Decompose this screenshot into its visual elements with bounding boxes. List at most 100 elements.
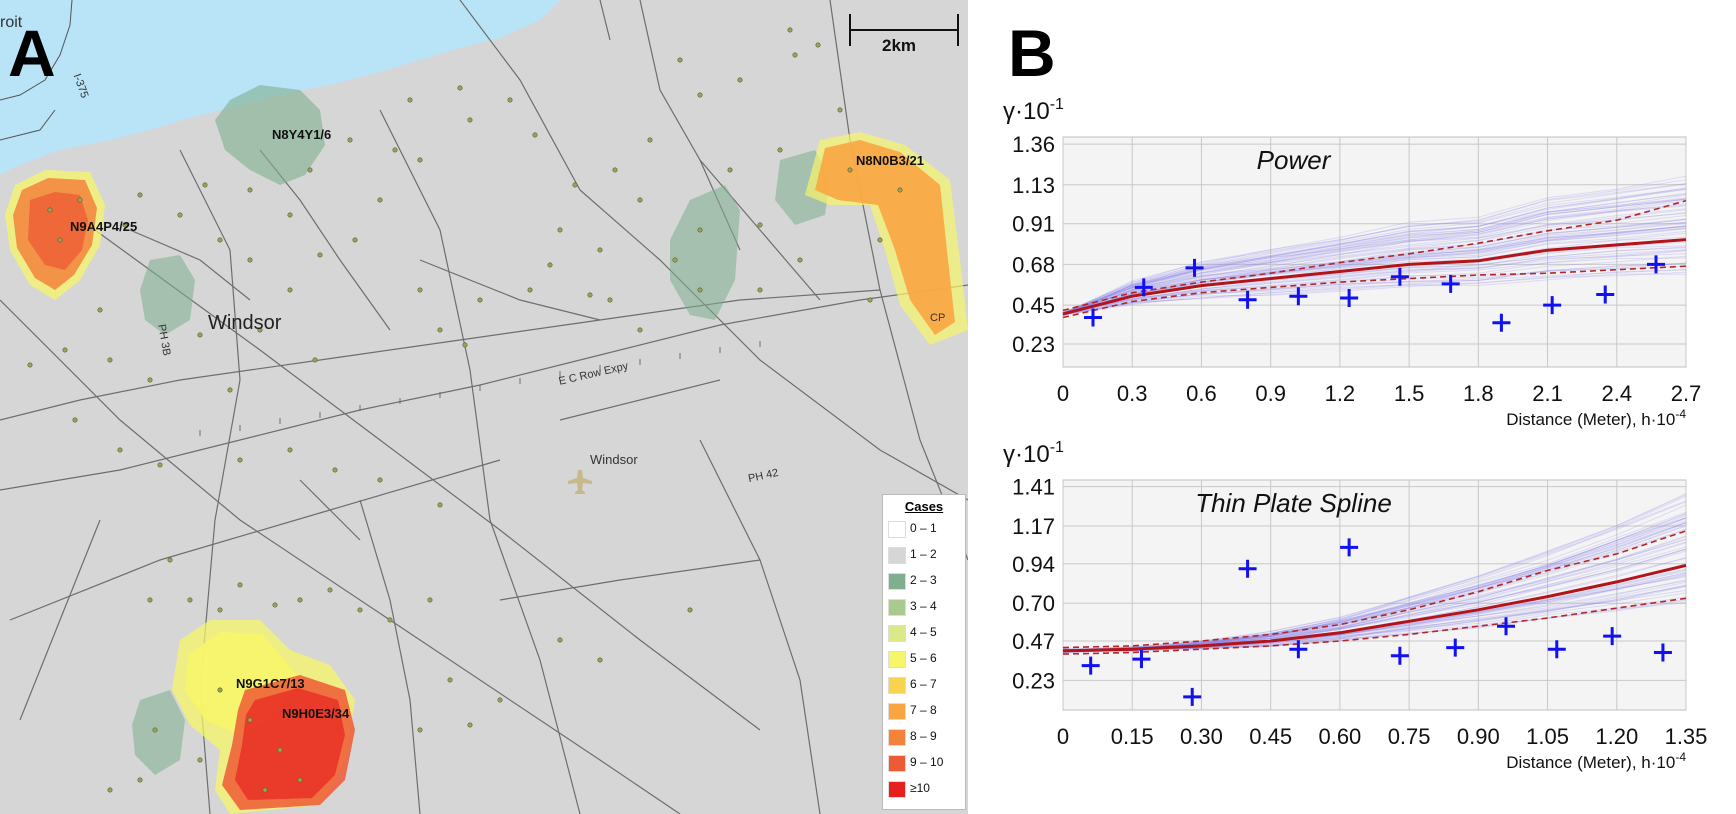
y-tick-label: 1.41	[1012, 475, 1055, 500]
fitted-variogram-line	[1062, 238, 1687, 316]
x-tick-label: 0	[1057, 381, 1069, 406]
y-axis-label: γ·10-1	[1003, 439, 1064, 468]
simulation-lines	[1062, 493, 1687, 653]
simulation-line	[1062, 493, 1687, 652]
legend-item: 1 – 2	[888, 545, 962, 565]
simulation-line	[1062, 199, 1687, 314]
simulation-line	[1062, 209, 1687, 316]
simulation-line	[1062, 183, 1687, 314]
simulation-line	[1062, 247, 1687, 315]
legend-label: 2 – 3	[910, 573, 937, 587]
simulation-line	[1062, 218, 1687, 315]
hotspot-n9h0e3	[222, 675, 355, 810]
legend-swatch	[888, 755, 906, 772]
legend-item: 5 – 6	[888, 649, 962, 669]
simulation-line	[1062, 253, 1687, 315]
simulation-line	[1062, 212, 1687, 316]
simulation-line	[1062, 179, 1687, 315]
place-label: Windsor	[590, 452, 638, 467]
scalebar	[849, 14, 959, 46]
envelope-lower-line	[1062, 265, 1687, 319]
legend-label: ≥10	[910, 781, 930, 795]
simulation-line	[1062, 255, 1687, 316]
simulation-line	[1062, 205, 1687, 317]
legend-swatch	[888, 625, 906, 642]
empirical-point	[1289, 287, 1308, 306]
y-tick-label: 0.23	[1012, 668, 1055, 693]
simulation-line	[1062, 525, 1687, 651]
empirical-point	[1497, 617, 1516, 636]
empirical-point	[1134, 278, 1153, 297]
simulation-line	[1062, 262, 1687, 316]
road-network	[0, 0, 968, 814]
street-label: CP	[930, 312, 946, 324]
highway-ticks	[199, 341, 761, 436]
x-tick-label: 2.7	[1671, 381, 1702, 406]
simulation-line	[1062, 208, 1687, 316]
x-tick-label: 0.6	[1186, 381, 1217, 406]
chart-canvas: 0 0.3 0.6 0.9 1.2 1.5 1.8 2.1 2.4 2.7 0.23 0.45 0.68…	[1003, 96, 1707, 772]
legend-swatch	[888, 521, 906, 538]
x-tick-label: 0.75	[1388, 724, 1431, 749]
simulation-line	[1062, 193, 1687, 314]
y-tick-label: 0.94	[1012, 552, 1055, 577]
y-tick-label: 0.91	[1012, 212, 1055, 237]
simulation-line	[1062, 228, 1687, 315]
map-canvas	[0, 0, 968, 814]
x-tick-label: 0.30	[1180, 724, 1223, 749]
legend-swatch	[888, 547, 906, 564]
simulation-line	[1062, 511, 1687, 653]
land-area	[0, 0, 968, 814]
simulation-line	[1062, 515, 1687, 653]
legend-swatch	[888, 599, 906, 616]
legend-item: 6 – 7	[888, 675, 962, 695]
simulation-line	[1062, 228, 1687, 314]
envelope-lower-line	[1062, 597, 1687, 655]
x-tick-label: 0.15	[1111, 724, 1154, 749]
simulation-line	[1062, 175, 1687, 315]
airplane-icon	[568, 470, 592, 494]
simulation-line	[1062, 189, 1687, 317]
simulation-line	[1062, 215, 1687, 316]
simulation-line	[1062, 212, 1687, 313]
legend-label: 1 – 2	[910, 547, 937, 561]
legend-label: 9 – 10	[910, 755, 944, 769]
empirical-point	[1543, 296, 1562, 315]
hotspot-label: N9G1C7/13	[236, 676, 305, 691]
x-tick-label: 0.3	[1117, 381, 1148, 406]
simulation-line	[1062, 262, 1687, 316]
fitted-variogram-line	[1062, 563, 1687, 653]
legend-item: 7 – 8	[888, 701, 962, 721]
empirical-point	[1238, 290, 1257, 309]
y-tick-label: 0.68	[1012, 252, 1055, 277]
empirical-point	[1653, 643, 1672, 662]
simulation-line	[1062, 221, 1687, 315]
simulation-line	[1062, 271, 1687, 316]
x-axis-label: Distance (Meter), h·10-4	[1506, 750, 1686, 772]
empirical-point	[1289, 640, 1308, 659]
legend-swatch	[888, 677, 906, 694]
simulation-line	[1062, 580, 1687, 653]
map-panel: A N8Y4Y1/6 N9A4P4/25 N8N0B3/21 N9G1C7/13…	[0, 0, 968, 814]
x-tick-label: 0.90	[1457, 724, 1500, 749]
simulation-line	[1062, 584, 1687, 653]
scalebar-label: 2km	[882, 36, 917, 55]
simulation-line	[1062, 517, 1687, 651]
simulation-line	[1062, 262, 1687, 315]
empirical-point	[1185, 258, 1204, 277]
simulation-line	[1062, 222, 1687, 313]
simulation-line	[1062, 232, 1687, 315]
x-axis-label: Distance (Meter), h·10-4	[1506, 407, 1686, 429]
simulation-line	[1062, 200, 1687, 315]
empirical-point	[1390, 267, 1409, 286]
simulation-line	[1062, 183, 1687, 313]
simulation-line	[1062, 219, 1687, 313]
x-tick-label: 0.45	[1249, 724, 1292, 749]
legend-label: 8 – 9	[910, 729, 937, 743]
hotspot-n8y4y1	[215, 85, 325, 185]
x-tick-label: 1.05	[1526, 724, 1569, 749]
legend-label: 5 – 6	[910, 651, 937, 665]
legend-swatch	[888, 573, 906, 590]
simulation-line	[1062, 522, 1687, 652]
x-axis-label-exponent: -4	[1675, 750, 1686, 764]
